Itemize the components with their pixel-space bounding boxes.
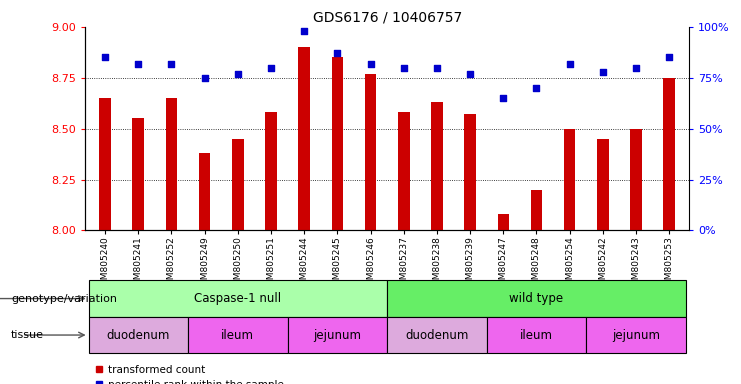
Text: ileum: ileum bbox=[520, 329, 553, 341]
Text: Caspase-1 null: Caspase-1 null bbox=[194, 292, 282, 305]
Bar bbox=[265, 113, 277, 230]
Bar bbox=[497, 214, 509, 230]
Point bbox=[232, 71, 244, 77]
Text: ileum: ileum bbox=[222, 329, 254, 341]
Legend: transformed count, percentile rank within the sample: transformed count, percentile rank withi… bbox=[90, 361, 288, 384]
Bar bbox=[663, 78, 675, 230]
Bar bbox=[188, 317, 288, 353]
Bar bbox=[631, 129, 642, 230]
Text: genotype/variation: genotype/variation bbox=[11, 293, 117, 304]
Bar bbox=[597, 139, 608, 230]
Bar bbox=[88, 280, 387, 317]
Bar bbox=[365, 74, 376, 230]
Point bbox=[464, 71, 476, 77]
Bar bbox=[199, 153, 210, 230]
Bar bbox=[166, 98, 177, 230]
Point bbox=[531, 85, 542, 91]
Point bbox=[663, 55, 675, 61]
Point bbox=[265, 65, 277, 71]
Bar bbox=[133, 118, 144, 230]
Bar bbox=[387, 317, 487, 353]
Bar bbox=[299, 47, 310, 230]
Point bbox=[597, 69, 609, 75]
Bar bbox=[465, 114, 476, 230]
Point bbox=[365, 60, 376, 66]
Bar bbox=[487, 317, 586, 353]
Point bbox=[331, 50, 343, 56]
Point bbox=[299, 28, 310, 34]
Text: tissue: tissue bbox=[11, 330, 44, 340]
Bar bbox=[331, 58, 343, 230]
Point bbox=[199, 74, 210, 81]
Bar bbox=[88, 317, 188, 353]
Text: duodenum: duodenum bbox=[405, 329, 468, 341]
Title: GDS6176 / 10406757: GDS6176 / 10406757 bbox=[313, 10, 462, 24]
Bar bbox=[531, 190, 542, 230]
Bar bbox=[387, 280, 686, 317]
Text: jejunum: jejunum bbox=[612, 329, 660, 341]
Text: wild type: wild type bbox=[509, 292, 564, 305]
Bar bbox=[99, 98, 111, 230]
Point bbox=[99, 55, 111, 61]
Bar bbox=[431, 102, 443, 230]
Bar bbox=[232, 139, 244, 230]
Point bbox=[398, 65, 410, 71]
Point bbox=[564, 60, 576, 66]
Point bbox=[630, 65, 642, 71]
Point bbox=[497, 95, 509, 101]
Bar bbox=[288, 317, 387, 353]
Text: duodenum: duodenum bbox=[107, 329, 170, 341]
Bar bbox=[586, 317, 686, 353]
Bar bbox=[398, 113, 410, 230]
Point bbox=[165, 60, 177, 66]
Point bbox=[133, 60, 144, 66]
Text: jejunum: jejunum bbox=[313, 329, 362, 341]
Bar bbox=[564, 129, 576, 230]
Point bbox=[431, 65, 443, 71]
